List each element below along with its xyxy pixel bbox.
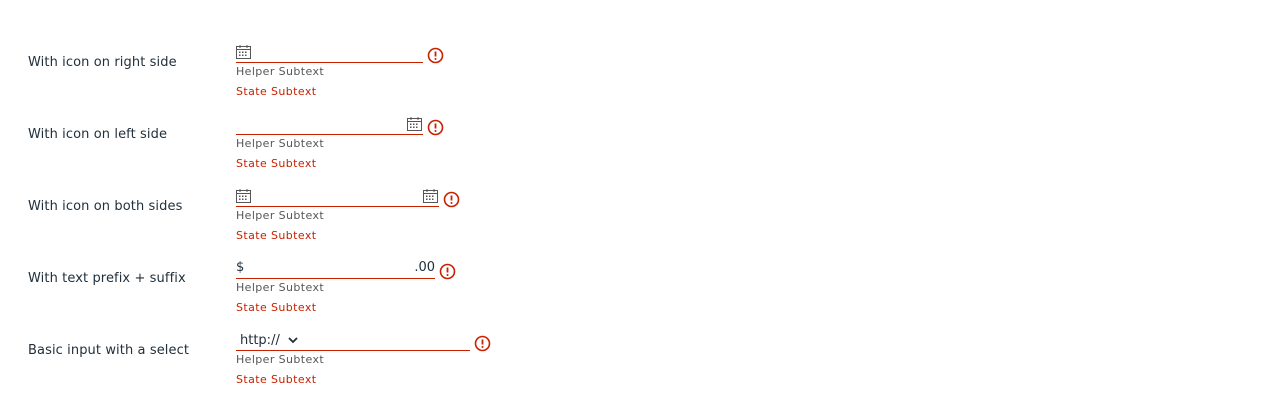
text-suffix: .00: [414, 260, 435, 275]
state-subtext: State Subtext: [236, 85, 317, 98]
helper-subtext: Helper Subtext: [236, 65, 325, 78]
state-subtext: State Subtext: [236, 301, 317, 314]
calendar-icon[interactable]: [407, 117, 422, 131]
calendar-icon[interactable]: [423, 189, 438, 203]
form-row-select: Basic input with a select http:// Helper…: [0, 329, 1280, 401]
calendar-icon[interactable]: [236, 45, 251, 59]
exclamation-circle-icon: [427, 47, 444, 64]
helper-subtext: Helper Subtext: [236, 137, 325, 150]
text-input[interactable]: [236, 115, 401, 133]
form-row-prefix-suffix: With text prefix + suffix $ .00 Helper S…: [0, 257, 1280, 329]
exclamation-circle-icon: [427, 119, 444, 136]
helper-subtext: Helper Subtext: [236, 209, 325, 222]
input-container[interactable]: [236, 115, 423, 135]
state-subtext: State Subtext: [236, 229, 317, 242]
row-label: With text prefix + suffix: [28, 271, 186, 286]
calendar-icon[interactable]: [236, 189, 251, 203]
row-label: With icon on both sides: [28, 199, 183, 214]
form-row-icon-right: With icon on right side Helper Subtext S…: [0, 41, 1280, 113]
text-prefix: $: [236, 260, 245, 275]
text-input[interactable]: [258, 187, 418, 205]
state-subtext: State Subtext: [236, 157, 317, 170]
state-subtext: State Subtext: [236, 373, 317, 386]
input-container[interactable]: [236, 43, 423, 63]
text-input[interactable]: [248, 259, 412, 277]
exclamation-circle-icon: [439, 263, 456, 280]
text-input[interactable]: [306, 331, 466, 349]
exclamation-circle-icon: [443, 191, 460, 208]
row-label: Basic input with a select: [28, 343, 190, 358]
row-label: With icon on left side: [28, 127, 168, 142]
text-input[interactable]: [258, 43, 421, 61]
exclamation-circle-icon: [474, 335, 491, 352]
input-container[interactable]: [236, 187, 439, 207]
form-row-icon-left: With icon on left side Helper Subtext St…: [0, 113, 1280, 185]
form-row-icon-both: With icon on both sides He: [0, 185, 1280, 257]
select-value: http://: [240, 332, 280, 348]
chevron-down-icon: [288, 336, 298, 343]
protocol-select[interactable]: http://: [240, 331, 298, 349]
input-container[interactable]: http://: [236, 331, 470, 351]
helper-subtext: Helper Subtext: [236, 353, 325, 366]
helper-subtext: Helper Subtext: [236, 281, 325, 294]
input-container[interactable]: $ .00: [236, 259, 435, 279]
row-label: With icon on right side: [28, 55, 177, 70]
